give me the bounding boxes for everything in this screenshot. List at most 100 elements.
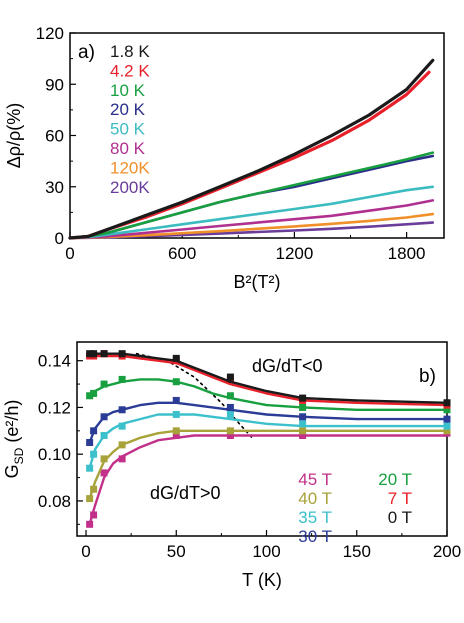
panel-b-data-point <box>299 394 307 402</box>
panel-b-data-point <box>226 427 234 435</box>
panel-b-data-point <box>172 410 180 418</box>
panel-b-data-point <box>172 431 180 439</box>
panel-b-data-point <box>90 450 98 458</box>
panel-b-data-point <box>100 431 108 439</box>
panel-b-data-point <box>226 392 234 400</box>
panel-b-data-point <box>118 375 126 383</box>
panel-a: 0 600 1200 1800 0 30 60 90 120 B²(T²) Δρ/ρ(%) a) 1.8… <box>4 24 445 292</box>
panel-b-data-point <box>86 495 94 503</box>
panel-a-label: a) <box>78 42 95 63</box>
panel-a-legend-entry: 20 K <box>110 100 146 119</box>
panel-b-data-point <box>86 520 94 528</box>
panel-b-data-point <box>86 392 94 400</box>
panel-b-data-point <box>299 413 307 421</box>
panel-b-data-point <box>226 431 234 439</box>
panel-a-x-tick-label: 1200 <box>275 244 313 263</box>
panel-a-series-line <box>68 151 435 240</box>
panel-b-data-point <box>100 469 108 477</box>
panel-b-data-point <box>100 455 108 463</box>
panel-a-x-tick-label: 1800 <box>388 244 426 263</box>
panel-b-data-point <box>100 413 108 421</box>
panel-b-data-point <box>90 389 98 397</box>
panel-b-data-point <box>100 380 108 388</box>
panel-b-legend-entry: 30 T <box>298 527 332 546</box>
panel-b-x-tick-label: 200 <box>433 542 461 561</box>
panel-a-legend-entry: 1.8 K <box>110 42 150 61</box>
panel-a-x-tick-label: 600 <box>168 244 196 263</box>
panel-b-data-point <box>86 439 94 447</box>
panel-b-x-tick-label: 0 <box>81 542 90 561</box>
panel-b-legend-entry: 45 T <box>298 470 332 489</box>
panel-b-data-point <box>86 350 94 358</box>
panel-b-y-tick-label: 0.10 <box>38 445 71 464</box>
panel-b-annotation-negative: dG/dT<0 <box>252 356 323 376</box>
panel-b-data-point <box>226 373 234 381</box>
panel-a-legend-entry: 50 K <box>110 120 146 139</box>
panel-b-label: b) <box>419 366 436 387</box>
panel-a-x-tick-label: 0 <box>65 244 74 263</box>
panel-a-y-tick-label: 60 <box>45 127 64 146</box>
panel-b-data-point <box>118 406 126 414</box>
panel-b-data-point <box>299 420 307 428</box>
panel-b-legend-entry: 7 T <box>388 489 412 508</box>
panel-a-legend-entry: 4.2 K <box>110 61 150 80</box>
panel-b-data-point <box>118 422 126 430</box>
panel-b-data-point <box>443 415 451 423</box>
panel-b-series-line <box>88 413 447 469</box>
panel-b-x-tick-label: 100 <box>252 542 280 561</box>
panel-b-data-point <box>299 431 307 439</box>
panel-b-data-point <box>118 441 126 449</box>
panel-b-x-tick-label: 50 <box>167 542 186 561</box>
panel-b-data-point <box>443 427 451 435</box>
panel-b-data-point <box>443 399 451 407</box>
panel-b-y-axis-label-unit: (e²/h) <box>2 400 22 448</box>
panel-a-y-tick-label: 30 <box>45 178 64 197</box>
panel-b-data-point <box>299 427 307 435</box>
panel-a-legend-entry: 10 K <box>110 81 146 100</box>
panel-b-data-point <box>299 403 307 411</box>
panel-b-y-axis-label-main: G <box>2 464 22 478</box>
panel-b-data-point <box>86 464 94 472</box>
panel-a-series-line <box>68 185 435 240</box>
panel-a-series-line <box>68 199 435 240</box>
panel-b-data-point <box>172 427 180 435</box>
panel-b-annotation-positive: dG/dT>0 <box>150 483 221 503</box>
panel-b-y-axis-label: GSD (e²/h) <box>2 400 26 479</box>
panel-b-data-point <box>226 403 234 411</box>
panel-b-data-point <box>443 422 451 430</box>
panel-b-y-tick-label: 0.14 <box>38 352 71 371</box>
panel-a-legend-entry: 80 K <box>110 139 146 158</box>
panel-b: 0 50 100 150 200 0.08 0.10 0.12 0.14 T (K) GSD (e²… <box>2 341 461 590</box>
panel-a-series-line <box>68 58 435 240</box>
panel-b-legend-entry: 0 T <box>388 508 412 527</box>
panel-b-legend-entry: 20 T <box>378 470 412 489</box>
panel-b-x-tick-label: 150 <box>343 542 371 561</box>
panel-b-data-point <box>90 511 98 519</box>
panel-b-data-point <box>172 354 180 362</box>
panel-b-data-point <box>172 396 180 404</box>
panel-b-data-point <box>118 455 126 463</box>
panel-b-data-point <box>118 350 126 358</box>
panel-b-data-point <box>443 406 451 414</box>
panel-b-data-point <box>90 350 98 358</box>
panel-a-x-axis-label: B²(T²) <box>234 272 281 292</box>
panel-a-y-tick-label: 120 <box>36 24 64 43</box>
panel-a-y-axis-label: Δρ/ρ(%) <box>4 103 24 169</box>
panel-b-x-axis-label: T (K) <box>242 570 282 590</box>
panel-a-y-tick-label: 0 <box>55 229 64 248</box>
panel-b-data-point <box>100 350 108 358</box>
panel-b-y-axis-label-sub: SD <box>12 447 26 464</box>
panel-a-y-tick-label: 90 <box>45 75 64 94</box>
panel-b-frame <box>76 341 448 537</box>
panel-b-boundary-curve <box>135 352 253 439</box>
panel-b-data-point <box>172 378 180 386</box>
panel-b-data-point <box>90 485 98 493</box>
panel-b-y-tick-label: 0.08 <box>38 492 71 511</box>
panel-b-legend-entry: 35 T <box>298 508 332 527</box>
panel-b-y-tick-label: 0.12 <box>38 398 71 417</box>
panel-b-data-point <box>226 410 234 418</box>
panel-a-legend-entry: 120K <box>110 158 150 177</box>
panel-b-data-point <box>90 427 98 435</box>
